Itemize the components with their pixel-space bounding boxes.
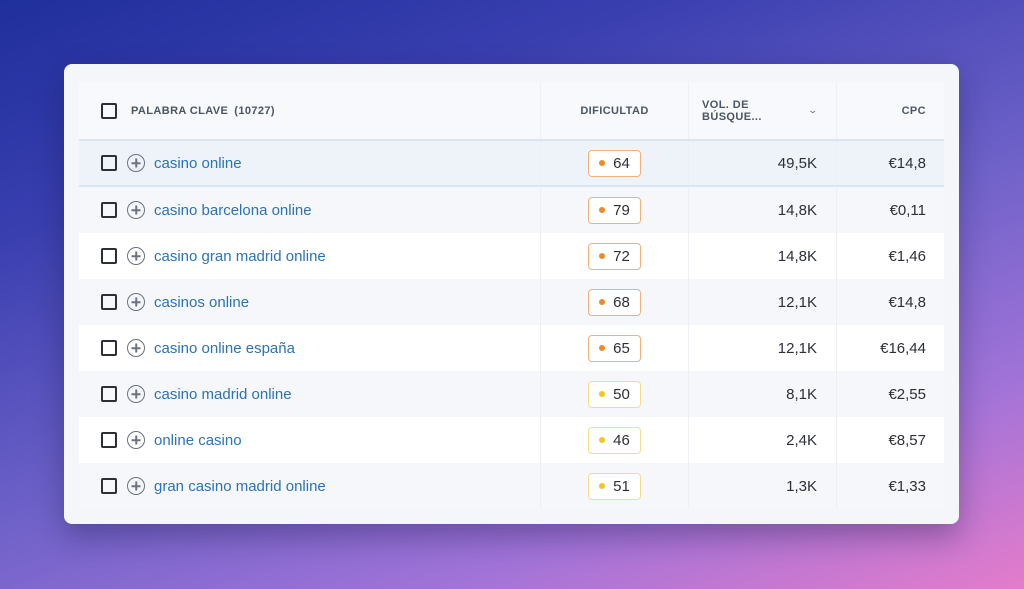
- volume-value: 1,3K: [786, 477, 817, 495]
- select-all-checkbox[interactable]: [101, 102, 117, 119]
- table-row: casino online 64 49,5K €14,8: [79, 141, 944, 187]
- difficulty-value: 50: [613, 385, 630, 403]
- cpc-value: €8,57: [888, 431, 926, 449]
- difficulty-dot-icon: [599, 345, 606, 351]
- keyword-table: PALABRA CLAVE (10727) DIFICULTAD VOL. DE…: [79, 82, 944, 509]
- volume-column-label: VOL. DE BÚSQUE...: [702, 98, 762, 123]
- keyword-table-card: PALABRA CLAVE (10727) DIFICULTAD VOL. DE…: [64, 64, 959, 524]
- table-header: PALABRA CLAVE (10727) DIFICULTAD VOL. DE…: [79, 82, 944, 141]
- difficulty-badge: 64: [588, 149, 641, 177]
- keyword-link[interactable]: casino gran madrid online: [154, 247, 326, 265]
- keyword-link[interactable]: gran casino madrid online: [154, 477, 326, 495]
- volume-value: 49,5K: [777, 154, 817, 172]
- difficulty-value: 51: [613, 477, 630, 495]
- keyword-link[interactable]: casinos online: [154, 293, 250, 311]
- add-plus-icon[interactable]: [127, 293, 145, 311]
- difficulty-dot-icon: [599, 391, 606, 397]
- volume-value: 8,1K: [786, 385, 817, 403]
- table-row: casino madrid online 50 8,1K €2,55: [79, 371, 944, 417]
- header-cpc[interactable]: CPC: [836, 82, 944, 139]
- table-row: casino gran madrid online 72 14,8K €1,46: [79, 233, 944, 279]
- row-checkbox[interactable]: [101, 432, 117, 448]
- difficulty-dot-icon: [599, 253, 606, 259]
- difficulty-badge: 50: [588, 380, 641, 408]
- keyword-link[interactable]: casino barcelona online: [154, 201, 312, 219]
- header-keyword: PALABRA CLAVE (10727): [79, 82, 540, 139]
- keyword-link[interactable]: online casino: [154, 431, 242, 449]
- row-checkbox[interactable]: [101, 340, 117, 356]
- row-checkbox[interactable]: [101, 202, 117, 218]
- difficulty-value: 64: [613, 154, 630, 172]
- add-plus-icon[interactable]: [127, 247, 145, 265]
- volume-value: 2,4K: [786, 431, 817, 449]
- keyword-column-label[interactable]: PALABRA CLAVE: [131, 104, 229, 117]
- volume-value: 12,1K: [777, 293, 817, 311]
- keyword-link[interactable]: casino madrid online: [154, 385, 292, 403]
- add-plus-icon[interactable]: [127, 201, 145, 219]
- cpc-value: €1,46: [888, 247, 926, 265]
- cpc-value: €14,8: [888, 154, 926, 172]
- row-checkbox[interactable]: [101, 155, 117, 171]
- row-checkbox[interactable]: [101, 294, 117, 310]
- cpc-column-label: CPC: [901, 104, 926, 117]
- difficulty-dot-icon: [599, 207, 606, 213]
- row-checkbox[interactable]: [101, 248, 117, 264]
- difficulty-badge: 65: [588, 334, 641, 362]
- table-row: casino online españa 65 12,1K €16,44: [79, 325, 944, 371]
- keyword-link[interactable]: casino online españa: [154, 339, 295, 357]
- volume-value: 14,8K: [777, 247, 817, 265]
- difficulty-badge: 68: [588, 288, 641, 316]
- difficulty-badge: 72: [588, 242, 641, 270]
- cpc-value: €2,55: [888, 385, 926, 403]
- difficulty-value: 65: [613, 339, 630, 357]
- row-checkbox[interactable]: [101, 478, 117, 494]
- chevron-down-icon[interactable]: ⌄: [807, 105, 819, 115]
- table-row: gran casino madrid online 51 1,3K €1,33: [79, 463, 944, 509]
- difficulty-value: 46: [613, 431, 630, 449]
- difficulty-badge: 79: [588, 196, 641, 224]
- table-row: casinos online 68 12,1K €14,8: [79, 279, 944, 325]
- difficulty-dot-icon: [599, 299, 606, 305]
- difficulty-badge: 46: [588, 426, 641, 454]
- keyword-link[interactable]: casino online: [154, 154, 242, 172]
- difficulty-value: 68: [613, 293, 630, 311]
- header-volume[interactable]: VOL. DE BÚSQUE... ⌄: [688, 82, 836, 139]
- difficulty-badge: 51: [588, 472, 641, 500]
- difficulty-dot-icon: [599, 437, 606, 443]
- header-difficulty[interactable]: DIFICULTAD: [540, 82, 688, 139]
- keyword-count: (10727): [234, 104, 275, 117]
- add-plus-icon[interactable]: [127, 154, 145, 172]
- table-row: casino barcelona online 79 14,8K €0,11: [79, 187, 944, 233]
- cpc-value: €16,44: [880, 339, 926, 357]
- add-plus-icon[interactable]: [127, 385, 145, 403]
- table-row: online casino 46 2,4K €8,57: [79, 417, 944, 463]
- volume-value: 14,8K: [777, 201, 817, 219]
- cpc-value: €1,33: [888, 477, 926, 495]
- difficulty-dot-icon: [599, 160, 606, 166]
- volume-value: 12,1K: [777, 339, 817, 357]
- add-plus-icon[interactable]: [127, 477, 145, 495]
- row-checkbox[interactable]: [101, 386, 117, 402]
- cpc-value: €14,8: [888, 293, 926, 311]
- difficulty-value: 79: [613, 201, 630, 219]
- difficulty-column-label: DIFICULTAD: [580, 104, 649, 117]
- add-plus-icon[interactable]: [127, 339, 145, 357]
- cpc-value: €0,11: [889, 201, 926, 219]
- difficulty-dot-icon: [599, 483, 606, 489]
- add-plus-icon[interactable]: [127, 431, 145, 449]
- difficulty-value: 72: [613, 247, 630, 265]
